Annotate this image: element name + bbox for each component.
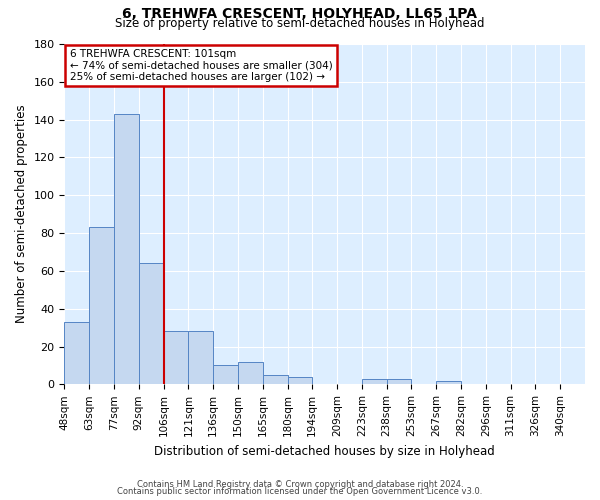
Text: Contains public sector information licensed under the Open Government Licence v3: Contains public sector information licen…	[118, 487, 482, 496]
Y-axis label: Number of semi-detached properties: Number of semi-detached properties	[15, 105, 28, 324]
Text: Size of property relative to semi-detached houses in Holyhead: Size of property relative to semi-detach…	[115, 16, 485, 30]
Bar	[362, 378, 386, 384]
Text: 6 TREHWFA CRESCENT: 101sqm
← 74% of semi-detached houses are smaller (304)
25% o: 6 TREHWFA CRESCENT: 101sqm ← 74% of semi…	[70, 49, 332, 82]
X-axis label: Distribution of semi-detached houses by size in Holyhead: Distribution of semi-detached houses by …	[154, 444, 495, 458]
Bar	[89, 228, 114, 384]
Text: Contains HM Land Registry data © Crown copyright and database right 2024.: Contains HM Land Registry data © Crown c…	[137, 480, 463, 489]
Bar	[164, 332, 188, 384]
Text: 6, TREHWFA CRESCENT, HOLYHEAD, LL65 1PA: 6, TREHWFA CRESCENT, HOLYHEAD, LL65 1PA	[122, 8, 478, 22]
Bar	[213, 366, 238, 384]
Bar	[238, 362, 263, 384]
Bar	[188, 332, 213, 384]
Bar	[114, 114, 139, 384]
Bar	[287, 377, 313, 384]
Title: 6, TREHWFA CRESCENT, HOLYHEAD, LL65 1PA
Size of property relative to semi-detach: 6, TREHWFA CRESCENT, HOLYHEAD, LL65 1PA …	[0, 499, 1, 500]
Bar	[436, 380, 461, 384]
Bar	[139, 264, 164, 384]
Bar	[64, 322, 89, 384]
Bar	[386, 378, 412, 384]
Bar	[263, 375, 287, 384]
